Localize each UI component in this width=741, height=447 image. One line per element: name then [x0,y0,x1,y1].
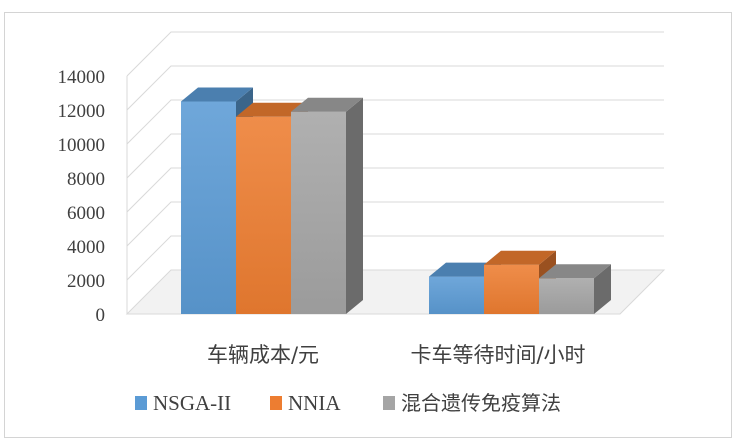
bar-side [346,97,363,314]
legend: NSGA-II NNIA 混合遗传免疫算法 [135,391,561,415]
bar-top [181,87,253,102]
y-tick-label: 14000 [58,67,106,88]
bar-front [539,278,594,314]
gridlines [126,31,664,281]
bar-front [236,116,291,314]
legend-item: 混合遗传免疫算法 [383,391,561,415]
legend-label: 混合遗传免疫算法 [401,391,561,415]
bar-top [236,102,308,117]
legend-swatch [270,396,282,410]
y-tick-label: 6000 [67,203,105,224]
gridline [126,235,664,281]
bar [484,250,556,314]
gridline [126,99,664,145]
y-tick-label: 2000 [67,271,105,292]
legend-swatch [383,396,395,410]
x-axis-labels: 车辆成本/元 卡车等待时间/小时 [207,343,586,367]
x-category-label: 卡车等待时间/小时 [410,343,585,367]
bar [539,264,611,314]
legend-swatch [135,396,147,410]
y-tick-label: 0 [96,305,106,326]
y-tick-label: 10000 [58,135,106,156]
bar-top [539,264,611,279]
gridline [126,201,664,247]
x-category-label: 车辆成本/元 [207,343,319,367]
legend-label: NNIA [288,391,341,415]
bars [181,87,611,314]
chart-frame [4,12,732,438]
legend-item: NSGA-II [135,391,231,415]
bar-top [291,97,363,112]
bar-front [291,111,346,314]
legend-item: NNIA [270,391,341,415]
legend-label: NSGA-II [153,391,231,415]
y-tick-label: 8000 [67,169,105,190]
gridline [126,167,664,213]
bar-front [181,101,236,314]
bar-front [484,264,539,314]
bar-top [484,250,556,265]
y-axis-ticks: 0 2000 4000 6000 8000 10000 12000 14000 [58,67,106,326]
bar-top [429,262,501,277]
y-tick-label: 4000 [67,237,105,258]
y-tick-label: 12000 [58,101,106,122]
gridline [126,31,664,77]
gridline [126,65,664,111]
bar-side [594,264,611,314]
gridline [126,133,664,179]
bar-front [429,276,484,314]
bar [291,97,363,314]
